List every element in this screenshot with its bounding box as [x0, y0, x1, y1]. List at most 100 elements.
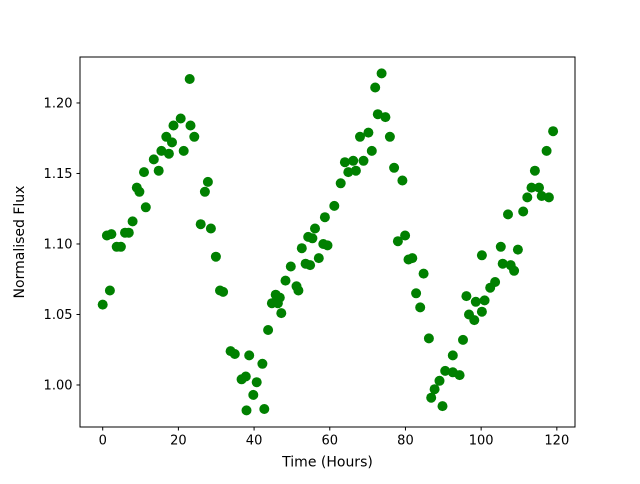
data-point [259, 404, 270, 414]
data-point [175, 113, 186, 124]
data-point [293, 285, 304, 296]
data-point [469, 315, 480, 326]
data-point [153, 165, 164, 176]
data-point [370, 82, 381, 93]
y-tick-label: 1.00 [44, 378, 73, 393]
data-point [376, 68, 387, 79]
data-point [411, 288, 422, 299]
data-point [366, 145, 377, 156]
data-point [476, 306, 487, 317]
data-point [276, 308, 287, 319]
data-point [178, 145, 189, 156]
data-point [437, 401, 448, 412]
data-point [397, 175, 408, 186]
data-point [148, 154, 159, 165]
data-point [518, 206, 529, 217]
data-point [229, 349, 240, 359]
data-point [274, 292, 285, 303]
data-point [244, 350, 255, 361]
data-point [543, 192, 554, 203]
data-point [447, 350, 458, 361]
data-point [240, 371, 251, 382]
data-point [384, 131, 395, 142]
data-point [490, 277, 501, 287]
y-tick-label: 1.10 [44, 237, 73, 252]
data-point [380, 112, 391, 123]
data-point [115, 241, 126, 252]
data-point [218, 286, 229, 297]
data-point [329, 200, 340, 211]
data-point [322, 240, 333, 251]
y-axis-label: Normalised Flux [12, 186, 28, 299]
data-point [358, 155, 369, 166]
data-point [163, 148, 174, 159]
data-point [529, 165, 540, 176]
data-point [440, 365, 451, 376]
data-point [185, 120, 196, 131]
y-tick-label: 1.05 [44, 308, 73, 323]
data-point [355, 131, 365, 142]
data-point [307, 233, 318, 244]
data-point [202, 176, 213, 187]
data-point [512, 244, 523, 255]
data-point [339, 157, 350, 168]
plot-area [79, 56, 576, 428]
data-point [184, 74, 195, 84]
data-point [426, 392, 437, 403]
data-point [454, 370, 465, 381]
data-point [139, 167, 149, 178]
data-point [97, 299, 108, 310]
y-axis-ticks: 1.00 1.05 1.10 1.15 1.20 [44, 96, 80, 393]
data-point [418, 268, 429, 279]
data-point [104, 285, 115, 296]
data-point [343, 167, 354, 178]
data-point [285, 261, 296, 272]
data-point [263, 325, 274, 335]
data-point [407, 253, 418, 264]
data-point [127, 216, 138, 227]
data-point [389, 162, 400, 173]
data-point [199, 186, 210, 197]
data-point [541, 145, 552, 156]
data-point [479, 295, 490, 306]
data-point [497, 258, 508, 269]
x-tick-label: 60 [321, 434, 338, 449]
data-point [509, 265, 520, 276]
data-point [372, 109, 383, 120]
x-tick-label: 80 [397, 434, 414, 449]
x-tick-label: 120 [544, 434, 569, 449]
data-point [310, 223, 320, 234]
data-point [458, 334, 468, 345]
data-point [168, 120, 179, 131]
data-point [305, 260, 316, 271]
data-point [348, 155, 359, 166]
data-point [257, 358, 268, 369]
x-tick-label: 40 [246, 434, 263, 449]
data-point [210, 251, 221, 262]
data-point [392, 236, 403, 247]
data-point [134, 186, 145, 197]
data-point [156, 145, 167, 156]
data-point [350, 165, 361, 176]
data-point [251, 377, 262, 388]
data-point [205, 223, 216, 234]
x-tick-label: 100 [469, 434, 494, 449]
data-point [248, 389, 259, 400]
data-points [97, 68, 559, 416]
data-point [526, 182, 537, 193]
data-point [429, 384, 440, 395]
data-point [495, 241, 506, 252]
data-point [241, 405, 252, 416]
data-point [415, 302, 426, 313]
data-point [476, 250, 487, 261]
data-point [313, 253, 324, 264]
data-point [434, 375, 445, 386]
data-point [534, 182, 544, 193]
x-axis-ticks: 0 20 40 60 80 100 120 [99, 427, 569, 449]
data-point [522, 192, 533, 203]
data-point [140, 202, 151, 213]
data-point [470, 296, 481, 307]
x-tick-label: 20 [170, 434, 187, 449]
